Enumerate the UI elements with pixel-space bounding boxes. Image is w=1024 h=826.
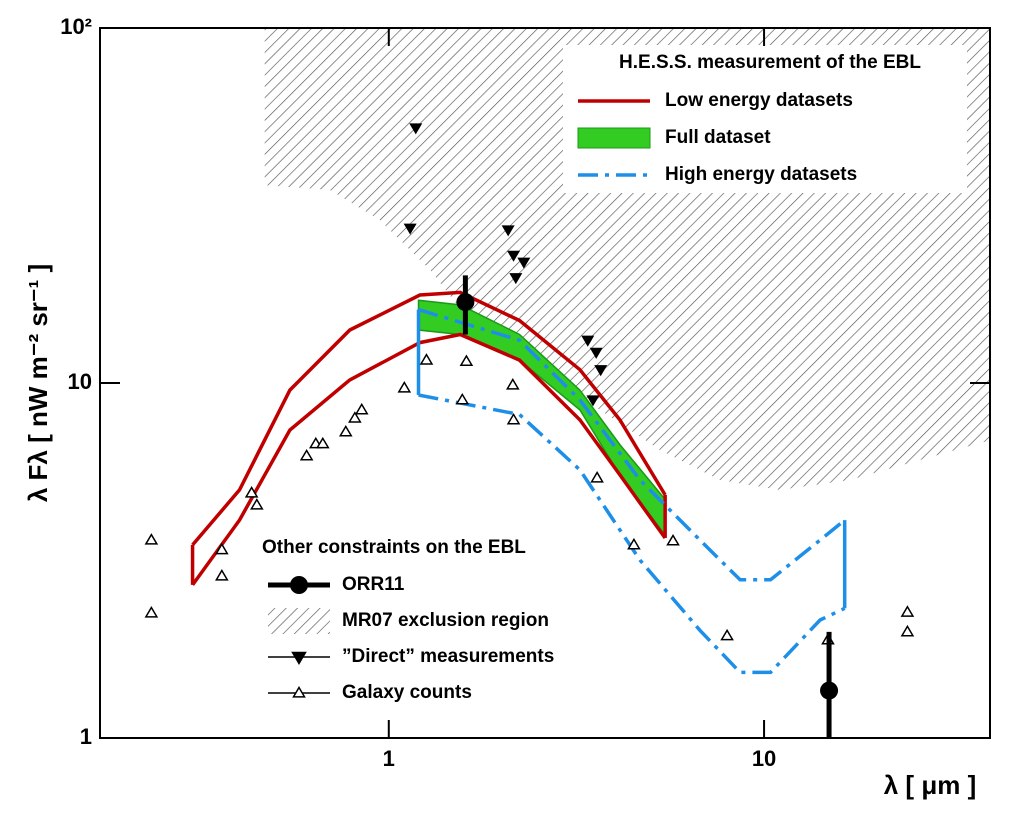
upper-limit bbox=[409, 123, 423, 135]
galaxy-count bbox=[900, 624, 915, 637]
band-edge bbox=[191, 290, 667, 547]
y-tick-label: 1 bbox=[80, 724, 92, 749]
galaxy-count bbox=[455, 392, 470, 405]
galaxy-count bbox=[900, 605, 915, 617]
y-axis-label: λ Fλ [ nW m⁻² sr⁻¹ ] bbox=[23, 264, 53, 502]
upper-limit bbox=[586, 395, 600, 407]
galaxy-count bbox=[505, 378, 520, 390]
point bbox=[456, 293, 475, 312]
galaxy-count bbox=[348, 411, 362, 423]
galaxy-count bbox=[299, 448, 314, 461]
upper-limit bbox=[517, 257, 531, 269]
galaxy-count bbox=[397, 381, 412, 393]
galaxy-count bbox=[720, 628, 734, 641]
band-edge bbox=[417, 307, 846, 582]
galaxy-count bbox=[666, 533, 680, 546]
legend-label: Galaxy counts bbox=[342, 682, 472, 703]
x-tick-label: 1 bbox=[383, 746, 395, 771]
legend-label: ”Direct” measurements bbox=[342, 646, 554, 667]
legend-label: Low energy datasets bbox=[665, 90, 853, 111]
galaxy-count bbox=[144, 533, 159, 545]
upper-limit bbox=[581, 335, 595, 347]
galaxy-count bbox=[590, 471, 604, 483]
upper-limit bbox=[507, 250, 521, 262]
galaxy-count bbox=[144, 605, 159, 618]
y-tick-label: 10² bbox=[60, 14, 92, 39]
legend-swatch bbox=[268, 608, 330, 634]
legend-title: Other constraints on the EBL bbox=[262, 537, 526, 558]
legend-swatch bbox=[291, 651, 307, 665]
upper-limit bbox=[403, 223, 417, 235]
galaxy-count bbox=[250, 498, 264, 510]
legends: H.E.S.S. measurement of the EBL Low energ… bbox=[262, 45, 967, 703]
galaxy-count bbox=[354, 402, 369, 415]
band-edge bbox=[191, 332, 667, 586]
galaxy-count bbox=[419, 353, 434, 365]
galaxy-count bbox=[244, 486, 259, 498]
upper-limit bbox=[509, 273, 523, 285]
point bbox=[820, 681, 839, 700]
x-tick-label: 10 bbox=[752, 746, 776, 771]
legend-label: High energy datasets bbox=[665, 164, 857, 185]
x-axis-label: λ [ μm ] bbox=[884, 770, 976, 800]
legend-box bbox=[563, 45, 967, 193]
upper-limit bbox=[589, 347, 603, 359]
legend-title: H.E.S.S. measurement of the EBL bbox=[619, 52, 921, 73]
galaxy-count bbox=[506, 412, 521, 425]
upper-limit bbox=[501, 225, 515, 237]
legend-swatch bbox=[577, 127, 651, 149]
legend-label: MR07 exclusion region bbox=[342, 610, 549, 631]
galaxy-count bbox=[215, 569, 229, 581]
galaxy-count bbox=[627, 537, 641, 550]
galaxy-count bbox=[459, 354, 474, 367]
legend-swatch bbox=[290, 576, 308, 594]
band-edge bbox=[418, 393, 846, 675]
legend-label: ORR11 bbox=[342, 574, 405, 595]
legend-swatch bbox=[292, 686, 306, 698]
galaxy-count bbox=[215, 542, 229, 555]
upper-limit bbox=[594, 365, 608, 377]
galaxy-count bbox=[315, 436, 330, 449]
y-tick-label: 10 bbox=[68, 369, 92, 394]
galaxy-count bbox=[338, 424, 353, 437]
legend-label: Full dataset bbox=[665, 127, 771, 148]
